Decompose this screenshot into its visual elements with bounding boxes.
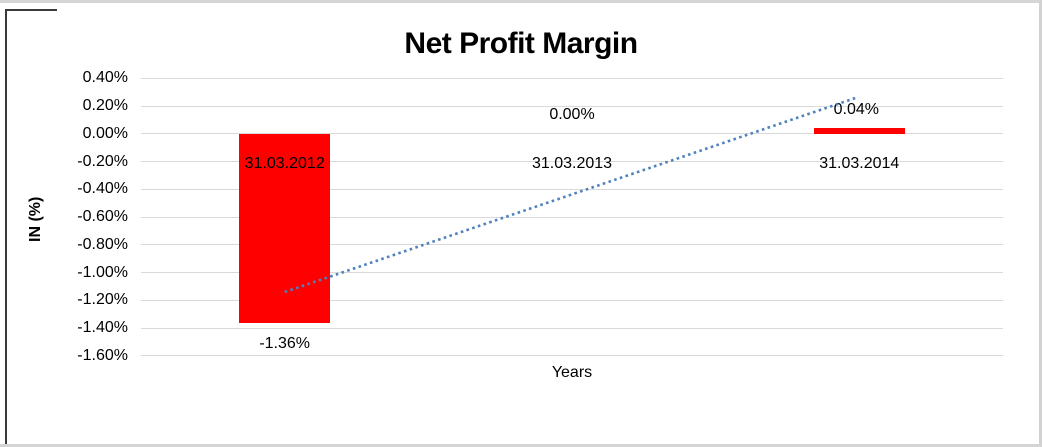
category-label: 31.03.2013: [531, 154, 613, 172]
y-tick-label: 0.40%: [82, 69, 128, 87]
y-tick-label: -0.20%: [77, 152, 128, 170]
bar-31.03.2014: [813, 128, 905, 134]
y-tick-label: 0.20%: [82, 97, 128, 115]
y-tick-label: -1.40%: [77, 319, 128, 337]
y-tick-label: -1.00%: [77, 263, 128, 281]
category-label: 31.03.2012: [244, 154, 325, 172]
y-tick-label: -1.60%: [77, 346, 128, 364]
y-tick-label: -1.20%: [77, 291, 128, 309]
y-tick-label: -0.40%: [77, 180, 128, 198]
cell-border-left: [5, 9, 7, 444]
data-label: 0.00%: [549, 106, 595, 124]
y-tick-label: 0.00%: [82, 124, 128, 142]
gridline: [141, 77, 1003, 79]
chart-title: Net Profit Margin: [404, 27, 638, 60]
y-tick-label: -0.60%: [77, 208, 128, 226]
data-label: 0.04%: [833, 100, 879, 118]
trendline: [284, 96, 857, 294]
category-label: 31.03.2014: [819, 154, 900, 172]
gridline: [141, 355, 1003, 357]
x-axis-title: Years: [551, 364, 593, 381]
y-tick-label: -0.80%: [77, 235, 128, 253]
gridline: [141, 299, 1003, 301]
gridline: [141, 327, 1003, 329]
data-label: -1.36%: [259, 335, 311, 353]
cell-border-top: [5, 9, 57, 11]
